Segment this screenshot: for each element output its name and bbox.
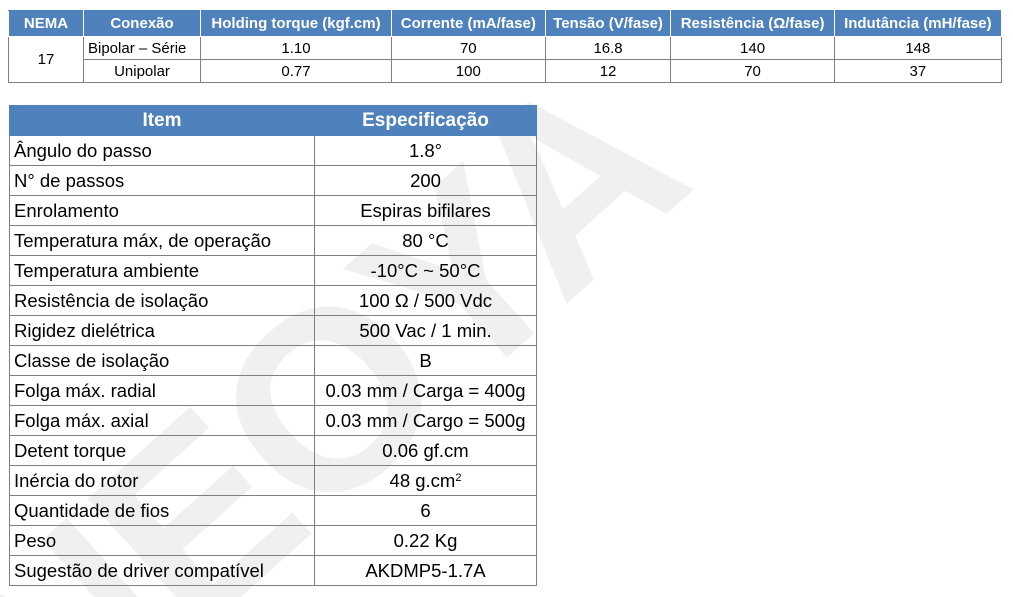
torque-cell: 1.10 — [199, 36, 393, 60]
spec-value: 0.03 mm / Cargo = 500g — [314, 405, 537, 436]
corrente-cell: 100 — [391, 59, 546, 83]
header-resistencia: Resistência (Ω/fase) — [670, 10, 835, 37]
indutancia-cell: 37 — [833, 59, 1003, 83]
table-row: Folga máx. axial 0.03 mm / Cargo = 500g — [9, 405, 537, 436]
table-row: 17 Bipolar – Série 1.10 70 16.8 140 148 — [8, 36, 1003, 83]
spec-value: 80 °C — [314, 225, 537, 256]
spec-value: Espiras bifilares — [314, 195, 537, 226]
header-holding-torque: Holding torque (kgf.cm) — [199, 10, 393, 37]
indutancia-cell: 148 — [833, 36, 1003, 60]
spec-value: 1.8° — [314, 135, 537, 166]
motor-specs-table: NEMA Conexão Holding torque (kgf.cm) Cor… — [8, 10, 1003, 83]
spec-item: Inércia do rotor — [9, 465, 315, 496]
corrente-cell: 70 — [391, 36, 546, 60]
spec-item: Enrolamento — [9, 195, 315, 226]
table-row: Unipolar 0.77 100 12 70 37 — [9, 59, 1003, 83]
spec-value: 100 Ω / 500 Vdc — [314, 285, 537, 316]
tensao-cell: 16.8 — [544, 36, 672, 60]
table-row: Quantidade de fios 6 — [9, 495, 537, 526]
table-row: Folga máx. radial 0.03 mm / Carga = 400g — [9, 375, 537, 406]
spec-item: Rigidez dielétrica — [9, 315, 315, 346]
spec-value: AKDMP5-1.7A — [314, 555, 537, 586]
header-nema: NEMA — [8, 10, 84, 37]
table-row: N° de passos 200 — [9, 165, 537, 196]
tensao-cell: 12 — [544, 59, 672, 83]
header-corrente: Corrente (mA/fase) — [391, 10, 546, 37]
table-row: Resistência de isolação 100 Ω / 500 Vdc — [9, 285, 537, 316]
resistencia-cell: 140 — [670, 36, 835, 60]
superscript: 2 — [455, 471, 462, 484]
spec-value: 200 — [314, 165, 537, 196]
header-tensao: Tensão (V/fase) — [544, 10, 672, 37]
resistencia-cell: 70 — [670, 59, 835, 83]
spec-item: Sugestão de driver compatível — [9, 555, 315, 586]
spec-value: 6 — [314, 495, 537, 526]
spec-item: Ângulo do passo — [9, 135, 315, 166]
spec-table-header-row: Item Especificação — [9, 105, 537, 136]
table-row: Detent torque 0.06 gf.cm — [9, 435, 537, 466]
spec-item: Temperatura ambiente — [9, 255, 315, 286]
header-indutancia: Indutância (mH/fase) — [833, 10, 1003, 37]
nema-cell: 17 — [8, 36, 84, 83]
spec-value: 500 Vac / 1 min. — [314, 315, 537, 346]
table-row: Temperatura máx, de operação 80 °C — [9, 225, 537, 256]
spec-item: Quantidade de fios — [9, 495, 315, 526]
table-row: Sugestão de driver compatível AKDMP5-1.7A — [9, 555, 537, 586]
table-row: Rigidez dielétrica 500 Vac / 1 min. — [9, 315, 537, 346]
spec-value: 0.03 mm / Carga = 400g — [314, 375, 537, 406]
spec-value: B — [314, 345, 537, 376]
table-row: Inércia do rotor 48 g.cm2 — [9, 465, 537, 496]
spec-value: 0.06 gf.cm — [314, 435, 537, 466]
spec-value: 0.22 Kg — [314, 525, 537, 556]
spec-value: 48 g.cm2 — [314, 465, 537, 496]
header-conexao: Conexão — [83, 10, 201, 37]
header-especificacao: Especificação — [314, 105, 537, 136]
spec-item: Resistência de isolação — [9, 285, 315, 316]
spec-item: Detent torque — [9, 435, 315, 466]
conexao-cell: Bipolar – Série — [83, 36, 201, 60]
table-row: Ângulo do passo 1.8° — [9, 135, 537, 166]
table-row: Peso 0.22 Kg — [9, 525, 537, 556]
torque-cell: 0.77 — [199, 59, 393, 83]
table-row: Temperatura ambiente -10°C ~ 50°C — [9, 255, 537, 286]
spec-item: Classe de isolação — [9, 345, 315, 376]
header-item: Item — [9, 105, 315, 136]
spec-item: N° de passos — [9, 165, 315, 196]
spec-value: -10°C ~ 50°C — [314, 255, 537, 286]
spec-item: Folga máx. radial — [9, 375, 315, 406]
motor-table-header-row: NEMA Conexão Holding torque (kgf.cm) Cor… — [8, 10, 1003, 37]
specification-table: Item Especificação Ângulo do passo 1.8° N… — [9, 105, 537, 586]
table-row: Classe de isolação B — [9, 345, 537, 376]
spec-item: Peso — [9, 525, 315, 556]
spec-value-text: 48 g.cm — [389, 469, 456, 491]
table-row: Enrolamento Espiras bifilares — [9, 195, 537, 226]
spec-item: Temperatura máx, de operação — [9, 225, 315, 256]
spec-item: Folga máx. axial — [9, 405, 315, 436]
conexao-cell: Unipolar — [83, 59, 201, 83]
